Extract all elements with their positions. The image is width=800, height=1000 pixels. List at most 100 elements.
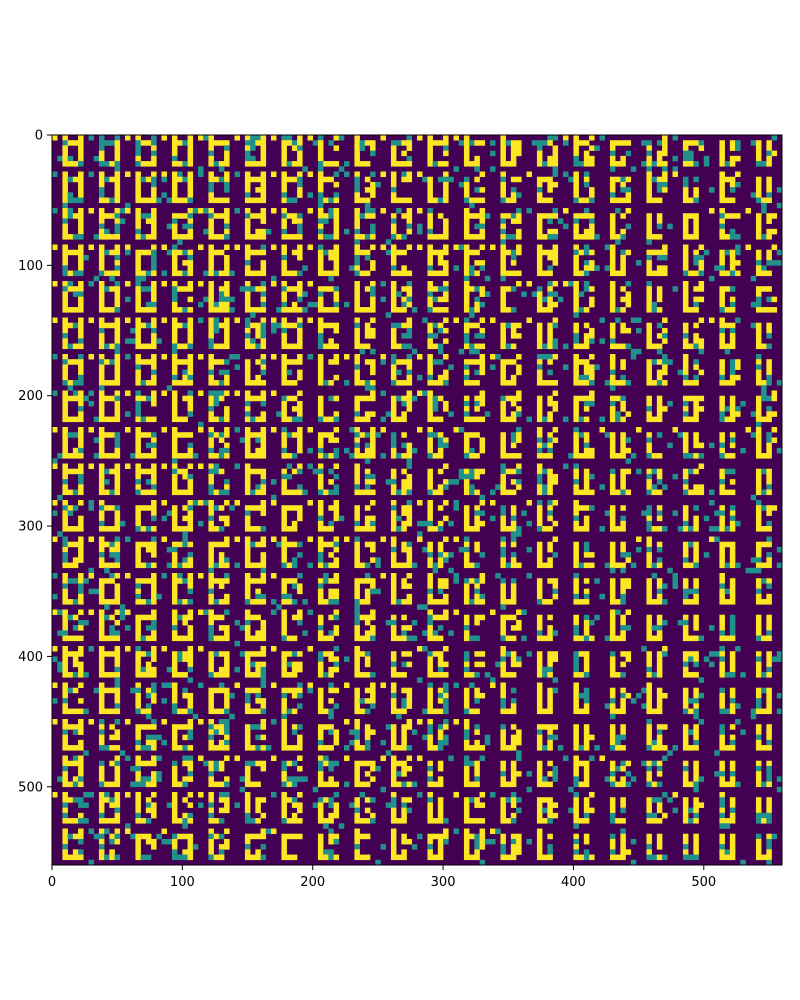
heatmap-cell (756, 599, 762, 605)
heatmap-cell (115, 698, 121, 704)
heatmap-cell (224, 260, 230, 266)
heatmap-cell (527, 521, 533, 527)
heatmap-cell (584, 656, 590, 662)
heatmap-cell (407, 375, 413, 381)
heatmap-cell (652, 599, 658, 605)
heatmap-cell (730, 516, 736, 522)
heatmap-cell (443, 172, 449, 178)
heatmap-cell (500, 578, 506, 584)
heatmap-cell (693, 557, 699, 563)
heatmap-cell (600, 318, 606, 324)
heatmap-cell (464, 255, 470, 261)
heatmap-cell (360, 344, 366, 350)
heatmap-cell (407, 145, 413, 151)
heatmap-cell (725, 177, 731, 183)
heatmap-cell (464, 453, 470, 459)
heatmap-cell (547, 667, 553, 673)
heatmap-cell (292, 672, 298, 678)
heatmap-cell (500, 651, 506, 657)
heatmap-cell (469, 599, 475, 605)
heatmap-cell (427, 563, 433, 569)
heatmap-cell (464, 276, 470, 282)
heatmap-cell (188, 375, 194, 381)
heatmap-cell (78, 182, 84, 188)
heatmap-cell (657, 547, 663, 553)
heatmap-cell (245, 547, 251, 553)
heatmap-cell (547, 328, 553, 334)
heatmap-cell (365, 651, 371, 657)
heatmap-cell (662, 359, 668, 365)
heatmap-cell (115, 469, 121, 475)
heatmap-cell (151, 380, 157, 386)
heatmap-cell (292, 396, 298, 402)
heatmap-cell (177, 490, 183, 496)
heatmap-cell (334, 453, 340, 459)
heatmap-cell (208, 526, 214, 532)
heatmap-cell (620, 213, 626, 219)
heatmap-cell (250, 662, 256, 668)
heatmap-cell (438, 396, 444, 402)
heatmap-cell (547, 302, 553, 308)
heatmap-cell (318, 323, 324, 329)
heatmap-cell (115, 484, 121, 490)
heatmap-cell (219, 432, 225, 438)
heatmap-cell (391, 229, 397, 235)
heatmap-cell (151, 250, 157, 256)
heatmap-cell (297, 359, 303, 365)
heatmap-cell (683, 338, 689, 344)
heatmap-cell (433, 380, 439, 386)
heatmap-cell (620, 505, 626, 511)
heatmap-cell (735, 375, 741, 381)
heatmap-cell (302, 291, 308, 297)
heatmap-cell (261, 198, 267, 204)
heatmap-cell (297, 297, 303, 303)
heatmap-cell (610, 552, 616, 558)
heatmap-cell (115, 224, 121, 230)
heatmap-cell (766, 145, 772, 151)
heatmap-cell (261, 537, 267, 543)
heatmap-cell (683, 448, 689, 454)
heatmap-cell (135, 656, 141, 662)
heatmap-cell (370, 391, 376, 397)
heatmap-cell (375, 432, 381, 438)
heatmap-cell (401, 286, 407, 292)
heatmap-cell (500, 615, 506, 621)
heatmap-cell (281, 281, 287, 287)
heatmap-cell (62, 547, 68, 553)
heatmap-cell (99, 234, 105, 240)
heatmap-cell (318, 203, 324, 209)
heatmap-cell (657, 177, 663, 183)
heatmap-cell (172, 245, 178, 251)
heatmap-cell (68, 396, 74, 402)
heatmap-cell (719, 333, 725, 339)
heatmap-cell (360, 307, 366, 313)
heatmap-cell (151, 646, 157, 652)
heatmap-cell (135, 391, 141, 397)
heatmap-cell (735, 234, 741, 240)
heatmap-cell (177, 651, 183, 657)
heatmap-cell (443, 161, 449, 167)
heatmap-cell (401, 526, 407, 532)
heatmap-cell (584, 151, 590, 157)
heatmap-cell (756, 583, 762, 589)
heatmap-cell (719, 229, 725, 235)
heatmap-cell (99, 672, 105, 678)
heatmap-cell (297, 135, 303, 141)
heatmap-cell (662, 651, 668, 657)
heatmap-cell (688, 198, 694, 204)
heatmap-cell (683, 286, 689, 292)
heatmap-cell (99, 610, 105, 616)
heatmap-cell (208, 448, 214, 454)
heatmap-cell (193, 714, 199, 720)
heatmap-cell (756, 552, 762, 558)
heatmap-cell (480, 443, 486, 449)
heatmap-cell (172, 406, 178, 412)
heatmap-cell (553, 250, 559, 256)
heatmap-cell (172, 432, 178, 438)
heatmap-cell (62, 510, 68, 516)
heatmap-cell (688, 490, 694, 496)
heatmap-cell (443, 500, 449, 506)
heatmap-cell (318, 448, 324, 454)
heatmap-cell (78, 161, 84, 167)
heatmap-cell (245, 563, 251, 569)
